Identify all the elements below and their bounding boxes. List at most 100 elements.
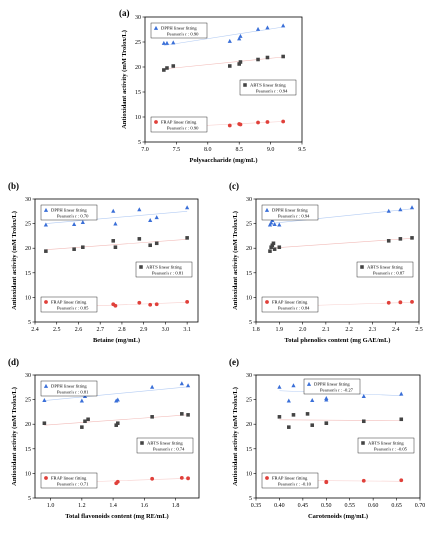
frap-point <box>186 476 190 481</box>
abts-point <box>180 412 184 416</box>
legend-box <box>40 204 98 221</box>
dpph-fit-line <box>44 386 189 401</box>
x-tick-label: 7.0 <box>141 147 149 153</box>
abts-point <box>256 57 260 62</box>
abts-pearson-label: Pearson's r : 0.94 <box>256 89 288 94</box>
abts-point <box>162 68 166 72</box>
y-tick-label: 15 <box>246 271 252 277</box>
plot-frame <box>255 198 420 323</box>
x-tick-label: 3.0 <box>162 327 170 333</box>
frap-legend-label: FRAP linear fitting <box>51 476 87 481</box>
frap-point <box>185 299 190 304</box>
dpph-point <box>137 207 142 212</box>
x-tick-label: 2.9 <box>140 327 148 333</box>
y-tick-label: 25 <box>246 398 252 404</box>
x-tick-label: 1.8 <box>252 327 260 333</box>
abts-legend-label: ABTS linear fitting <box>368 441 404 446</box>
y-tick-label: 15 <box>25 447 31 453</box>
legend-box <box>135 261 193 278</box>
frap-legend-label: FRAP linear fitting <box>272 476 308 481</box>
dpph-point <box>238 33 243 38</box>
frap-point <box>44 300 48 304</box>
frap-point <box>137 300 142 305</box>
x-tick-label: 0.45 <box>298 503 309 509</box>
dpph-point <box>164 40 170 45</box>
abts-point <box>360 265 364 269</box>
frap-point <box>386 300 391 305</box>
legend-box <box>261 472 319 489</box>
abts-point <box>271 241 276 246</box>
x-tick-label: 8.0 <box>204 147 212 153</box>
x-tick-label: 2.6 <box>75 327 83 333</box>
abts-pearson-label: Pearson's r : 0.81 <box>152 271 184 276</box>
legend-box <box>357 437 415 454</box>
y-tick-label: 15 <box>135 90 141 96</box>
abts-point <box>272 247 277 251</box>
dpph-point <box>398 207 403 212</box>
x-axis-label: Betaine (mg/mL) <box>93 337 140 344</box>
dpph-pearson-label: Pearson's r : -0.27 <box>320 388 354 393</box>
dpph-point <box>185 205 190 210</box>
y-tick-label: 5 <box>249 320 252 326</box>
dpph-point <box>281 23 286 28</box>
y-tick-label: 10 <box>246 471 252 477</box>
abts-point <box>72 247 76 251</box>
x-axis-label: Carotenoids (mg/mL) <box>308 513 368 520</box>
dpph-legend-label: DPPH linear fitting <box>161 26 197 31</box>
dpph-point <box>361 394 366 399</box>
y-tick-label: 20 <box>25 422 31 428</box>
abts-point <box>139 265 143 269</box>
dpph-point <box>161 40 166 45</box>
x-tick-label: 1.6 <box>141 503 149 509</box>
dpph-point <box>72 221 77 226</box>
y-axis-label: Antioxidant activity (mM Trolox/L) <box>232 211 239 310</box>
y-tick-label: 5 <box>249 496 252 502</box>
dpph-point <box>386 208 391 213</box>
legend-box <box>40 472 98 489</box>
dpph-point <box>255 26 261 31</box>
panel-b: (b) 5 10 15 20 25 30 2.4 2.5 2.6 2.7 2.8 2.9 3.0 3.1 Be… <box>8 181 199 344</box>
abts-point <box>361 419 366 424</box>
abts-point <box>268 249 272 253</box>
abts-point <box>42 421 47 426</box>
abts-legend-label: ABTS linear fitting <box>250 83 286 88</box>
abts-point <box>150 415 154 419</box>
frap-point <box>113 303 118 308</box>
y-axis-label: Antioxidant activity (mM Trolox/L) <box>121 30 128 129</box>
panel-e: (e) 5 10 15 20 25 30 0.35 0.40 0.45 0.50 0.55 0.60 0.… <box>229 357 425 520</box>
legend-box <box>261 296 319 313</box>
abts-fit-line <box>279 419 402 422</box>
abts-point <box>154 241 159 246</box>
dpph-legend-label: DPPH linear fitting <box>51 208 87 213</box>
dpph-point <box>409 205 415 210</box>
legend-box <box>303 378 361 395</box>
frap-point <box>398 300 403 305</box>
dpph-pearson-label: Pearson's r : 0.90 <box>167 32 199 37</box>
y-tick-label: 20 <box>246 246 252 252</box>
y-tick-label: 5 <box>138 140 141 146</box>
abts-point <box>140 441 144 445</box>
abts-fit-line <box>269 238 413 249</box>
dpph-point <box>113 221 118 226</box>
x-tick-label: 2.4 <box>31 327 39 333</box>
x-tick-label: 2.7 <box>96 327 104 333</box>
x-tick-label: 2.1 <box>322 327 330 333</box>
abts-point <box>171 64 176 68</box>
y-tick-label: 30 <box>246 373 252 379</box>
abts-point <box>83 419 87 424</box>
dpph-point <box>237 36 242 41</box>
dpph-point <box>43 222 48 227</box>
abts-legend-label: ABTS linear fitting <box>367 265 403 270</box>
plot-frame <box>34 374 200 499</box>
frap-point <box>179 475 184 480</box>
panel-d: (d) 5 10 15 20 25 30 1.0 1.2 1.4 1.6 1.8 Total flavo… <box>8 357 200 520</box>
frap-point <box>399 478 404 483</box>
dpph-point <box>272 221 277 226</box>
